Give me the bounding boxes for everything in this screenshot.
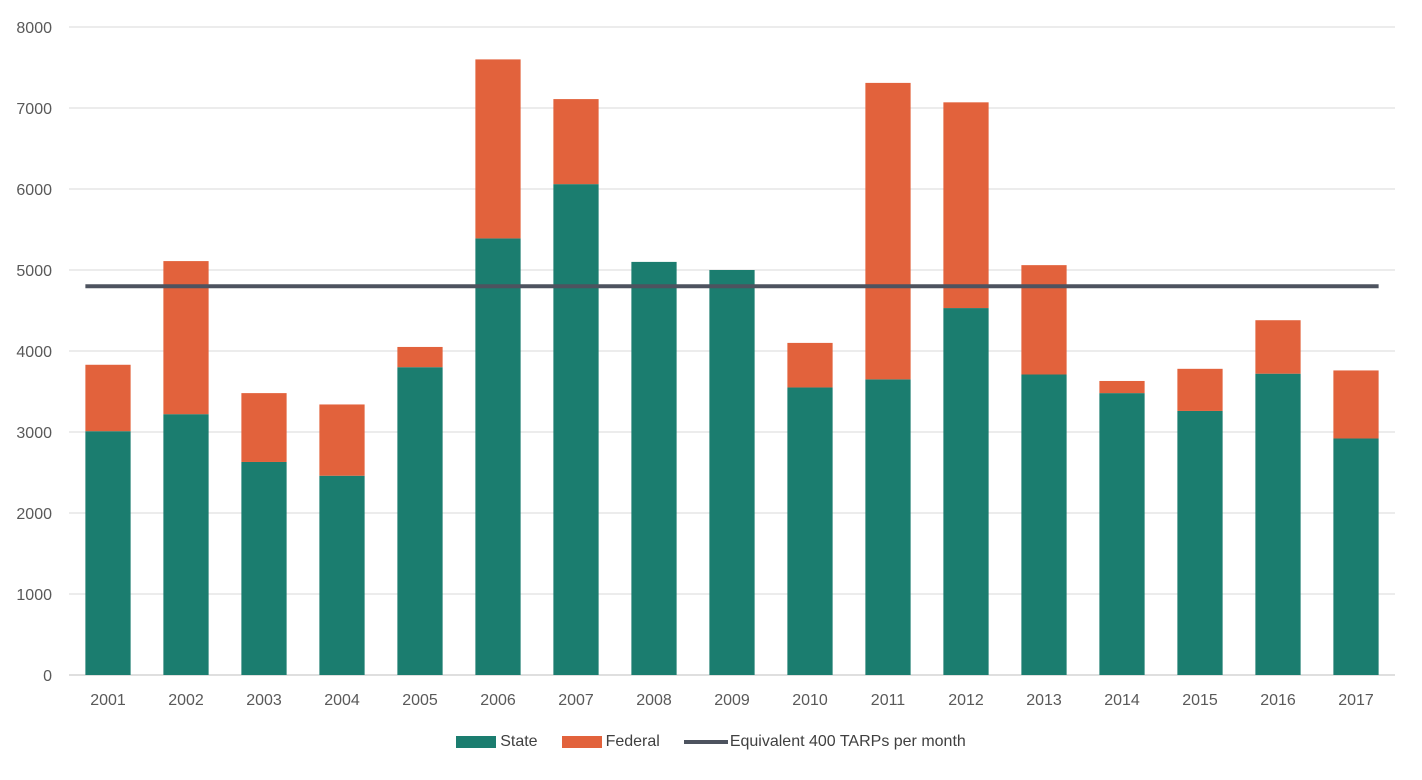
y-tick-label-2000: 2000 [16, 506, 52, 523]
x-tick-label-2009: 2009 [714, 692, 750, 709]
x-tick-label-2006: 2006 [480, 692, 516, 709]
bar-federal-2005 [397, 346, 443, 368]
bar-state-2003 [241, 461, 287, 675]
bar-state-2014 [1099, 393, 1145, 675]
x-tick-label-2001: 2001 [90, 692, 126, 709]
x-tick-label-2008: 2008 [636, 692, 672, 709]
x-tick-label-2012: 2012 [948, 692, 984, 709]
x-tick-label-2015: 2015 [1182, 692, 1218, 709]
legend-swatch-federal [561, 736, 602, 748]
y-tick-label-3000: 3000 [16, 425, 52, 442]
bar-state-2011 [865, 379, 911, 675]
bar-state-2002 [163, 414, 209, 675]
bar-federal-2013 [1021, 265, 1067, 375]
bar-federal-2016 [1255, 320, 1301, 374]
bar-federal-2010 [787, 342, 833, 388]
x-tick-label-2011: 2011 [871, 692, 906, 709]
y-tick-label-5000: 5000 [16, 263, 52, 280]
bar-state-2013 [1021, 374, 1067, 675]
bar-state-2012 [943, 308, 989, 675]
x-tick-label-2014: 2014 [1104, 692, 1140, 709]
bar-state-2008 [631, 261, 677, 675]
bar-federal-2011 [865, 82, 911, 380]
legend-swatch-reference-line [683, 740, 728, 744]
bar-state-2004 [319, 475, 365, 675]
y-tick-label-4000: 4000 [16, 344, 52, 361]
bar-state-2001 [85, 431, 131, 675]
bar-federal-2007 [553, 99, 599, 185]
bar-state-2015 [1177, 410, 1223, 675]
y-tick-label-6000: 6000 [16, 182, 52, 199]
legend-swatch-state [456, 736, 497, 748]
x-tick-label-2013: 2013 [1026, 692, 1062, 709]
y-axis-ticks: 0 1000 2000 3000 4000 5000 6000 7000 8000 [16, 20, 52, 685]
bar-state-2009 [709, 270, 755, 675]
x-tick-label-2004: 2004 [324, 692, 360, 709]
legend-label-federal: Federal [605, 733, 660, 750]
bar-federal-2012 [943, 102, 989, 309]
y-tick-label-7000: 7000 [16, 101, 52, 118]
bar-federal-2006 [475, 59, 521, 239]
bar-federal-2004 [319, 404, 365, 476]
bar-federal-2002 [163, 261, 209, 415]
bar-state-2016 [1255, 373, 1301, 675]
bar-state-2006 [475, 238, 521, 675]
bar-federal-2017 [1333, 370, 1379, 439]
legend-label-reference-line: Equivalent 400 TARPs per month [729, 733, 966, 750]
legend-item-state: State [456, 733, 538, 751]
x-axis-ticks: 2001 2002 2003 2004 2005 2006 2007 2008 2009 2010… [90, 692, 1374, 709]
legend-item-federal: Federal [561, 733, 660, 751]
x-tick-label-2016: 2016 [1260, 692, 1296, 709]
bars [85, 59, 1379, 675]
y-tick-label-1000: 1000 [16, 587, 52, 604]
bar-state-2007 [553, 184, 599, 675]
bar-state-2005 [397, 367, 443, 675]
x-tick-label-2005: 2005 [402, 692, 438, 709]
bar-state-2017 [1333, 438, 1379, 675]
y-tick-label-8000: 8000 [16, 20, 52, 37]
bar-federal-2014 [1099, 380, 1145, 394]
bar-state-2010 [787, 387, 833, 675]
x-tick-label-2003: 2003 [246, 692, 282, 709]
bar-federal-2003 [241, 393, 287, 462]
bar-federal-2001 [85, 364, 131, 432]
x-tick-label-2002: 2002 [168, 692, 204, 709]
legend-item-reference-line: Equivalent 400 TARPs per month [683, 733, 966, 751]
legend-label-state: State [500, 733, 538, 750]
bar-federal-2015 [1177, 368, 1223, 411]
x-tick-label-2007: 2007 [558, 692, 594, 709]
legend: State Federal Equivalent 400 TARPs per m… [0, 733, 1422, 751]
x-tick-label-2017: 2017 [1338, 692, 1374, 709]
x-tick-label-2010: 2010 [792, 692, 828, 709]
y-tick-label-0: 0 [43, 668, 52, 685]
